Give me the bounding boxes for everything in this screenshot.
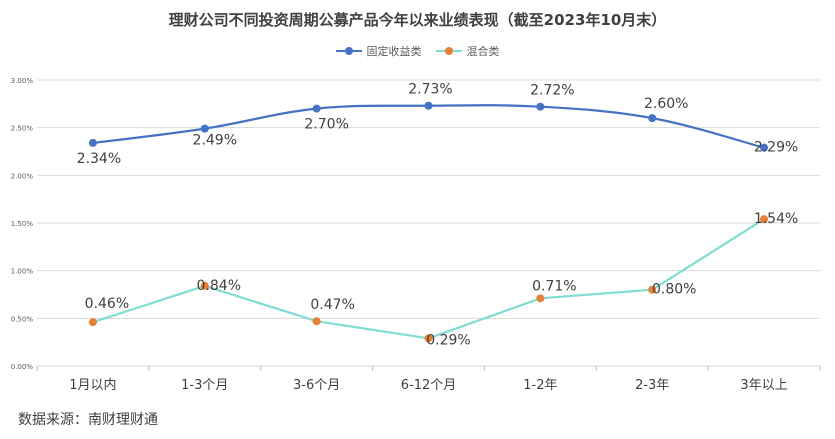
data-point-marker [424, 334, 433, 343]
x-tick-label: 1月以内 [69, 377, 116, 393]
data-point-marker [648, 285, 657, 294]
legend-line-marker-icon [435, 46, 462, 56]
data-label: 0.29% [426, 332, 470, 348]
x-tick-label: 1-3个月 [181, 378, 228, 393]
data-point-marker [200, 281, 209, 290]
data-point-marker [88, 318, 97, 327]
x-tick-label: 1-2年 [523, 378, 557, 393]
series-line [92, 218, 765, 340]
x-tick-label: 2-3年 [635, 378, 669, 393]
data-label: 0.80% [652, 282, 696, 298]
data-label: 2.73% [408, 82, 452, 98]
data-point-marker [312, 104, 321, 113]
data-label: 2.72% [530, 83, 574, 99]
y-tick-label: 0.00% [11, 363, 34, 371]
data-point-marker [424, 101, 433, 110]
data-point-marker [88, 138, 97, 147]
data-point-marker [200, 124, 209, 133]
data-point-marker [536, 102, 545, 111]
x-tick-label: 3-6个月 [293, 378, 340, 393]
y-tick-label: 0.50% [11, 315, 34, 323]
chart-title: 理财公司不同投资周期公募产品今年以来业绩表现（截至2023年10月末） [168, 11, 667, 29]
data-label: 0.46% [85, 296, 129, 312]
data-label: 2.34% [77, 151, 121, 167]
data-point-marker [760, 143, 769, 152]
data-point-marker [536, 294, 545, 303]
data-point-marker [760, 215, 769, 224]
legend-line-marker-icon [335, 46, 362, 56]
data-label: 2.70% [304, 117, 348, 133]
data-point-marker [312, 317, 321, 326]
data-source-note: 数据来源：南财理财通 [18, 412, 158, 428]
data-label: 2.60% [644, 96, 688, 112]
legend-item-fixed-income[interactable]: 固定收益类 [335, 43, 422, 59]
legend-item-mixed[interactable]: 混合类 [435, 43, 500, 59]
y-tick-label: 2.50% [11, 125, 34, 133]
data-label: 0.71% [532, 278, 576, 294]
legend-label-mixed: 混合类 [466, 45, 500, 58]
data-label: 1.54% [754, 211, 798, 227]
x-tick-label: 3年以上 [740, 378, 787, 393]
y-tick-label: 3.00% [11, 77, 34, 85]
data-label: 2.49% [193, 133, 237, 149]
data-label: 0.84% [197, 278, 241, 294]
y-tick-label: 1.50% [11, 220, 34, 228]
y-tick-label: 1.00% [11, 268, 34, 276]
legend-label-fixed-income: 固定收益类 [366, 45, 422, 58]
data-label: 0.47% [310, 297, 354, 313]
data-label: 2.29% [754, 140, 798, 156]
x-tick-label: 6-12个月 [401, 378, 457, 393]
y-tick-label: 2.00% [11, 172, 34, 180]
chart-legend: 固定收益类 混合类 [0, 43, 835, 59]
data-point-marker [648, 114, 657, 123]
